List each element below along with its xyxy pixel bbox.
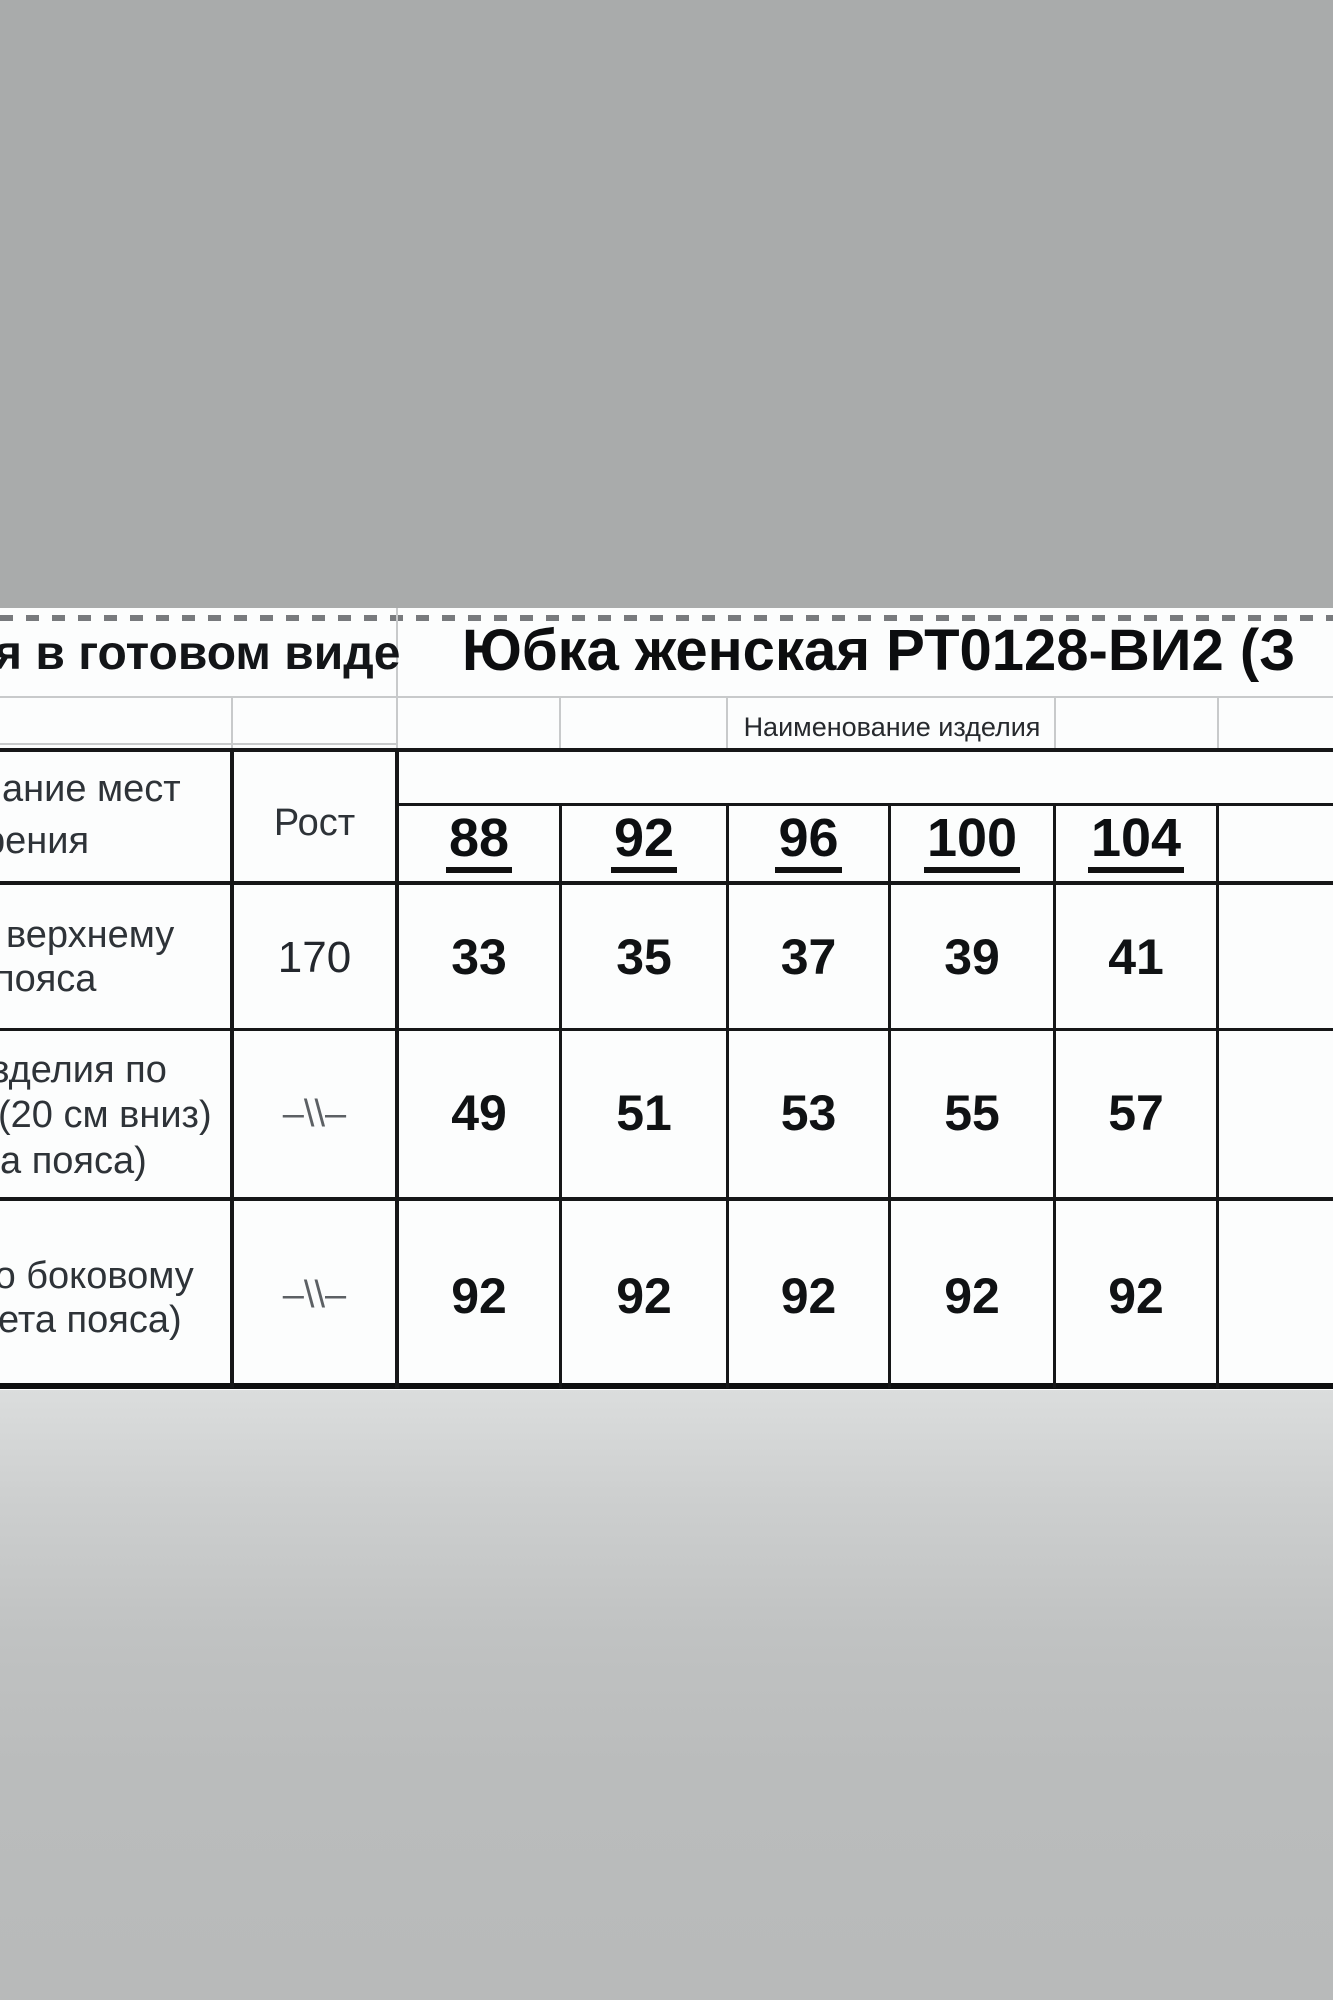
- row3-value-88: 92: [451, 1268, 507, 1324]
- row2-value-96: 53: [780, 1085, 837, 1141]
- row3-rost-ditto: –\\–: [282, 1274, 347, 1316]
- row2-value-104: 57: [1108, 1085, 1164, 1141]
- grid-line: [559, 803, 562, 1388]
- row2-label-line-2: (20 см вниз): [0, 1094, 212, 1136]
- row2-label-line-3: а пояса): [0, 1140, 147, 1182]
- grid-line: [230, 748, 234, 1388]
- row1-value-92: 35: [616, 929, 672, 985]
- row1-rost-value: 170: [277, 933, 352, 982]
- grid-line: [1216, 803, 1219, 1388]
- rost-header: Рост: [273, 802, 356, 844]
- grid-line: [1054, 697, 1056, 750]
- grid-line: [559, 697, 561, 750]
- row1-label-line-2: пояса: [0, 958, 97, 1000]
- grid-line: [0, 1028, 1333, 1031]
- size-table: [0, 608, 1333, 1390]
- measure-header-line-2: рения: [0, 820, 90, 862]
- row2-value-88: 49: [451, 1085, 507, 1141]
- grid-line: [0, 1197, 1333, 1201]
- row3-value-92: 92: [616, 1268, 672, 1324]
- row3-label-line-1: по боковому: [0, 1255, 194, 1297]
- row1-value-100: 39: [944, 929, 1000, 985]
- grid-line: [397, 803, 1333, 806]
- measure-header-line-1: ание мест: [2, 768, 181, 810]
- row2-rost-ditto: –\\–: [282, 1093, 347, 1135]
- page-background-top: [0, 0, 1333, 608]
- grid-line: [395, 748, 399, 1388]
- grid-line: [0, 743, 397, 745]
- grid-line: [1053, 803, 1056, 1388]
- table-title: Юбка женская РТ0128-ВИ2 (З: [462, 618, 1296, 683]
- row3-label-line-2: ета пояса): [0, 1299, 182, 1341]
- row1-value-104: 41: [1108, 929, 1164, 985]
- clipped-row-remnant: [0, 615, 1333, 621]
- size-col-88: 88: [399, 811, 559, 873]
- size-col-104: 104: [1056, 811, 1216, 873]
- row1-value-88: 33: [451, 929, 507, 985]
- grid-line: [0, 748, 1333, 752]
- table-bottom-border: [0, 1383, 1333, 1389]
- row3-value-96: 92: [780, 1268, 837, 1324]
- row2-value-92: 51: [616, 1085, 672, 1141]
- row1-label-line-1: верхнему: [6, 914, 175, 956]
- row3-value-100: 92: [944, 1268, 1000, 1324]
- grid-line: [726, 697, 728, 750]
- grid-line: [231, 697, 233, 750]
- grid-line: [0, 881, 1333, 885]
- product-name-label: Наименование изделия: [743, 712, 1041, 742]
- row3-value-104: 92: [1108, 1268, 1164, 1324]
- grid-line: [888, 803, 891, 1388]
- left-header-cell: я в готовом виде: [0, 627, 401, 680]
- size-col-96: 96: [729, 811, 888, 873]
- size-col-100: 100: [891, 811, 1053, 873]
- grid-line: [396, 608, 398, 750]
- size-col-92: 92: [562, 811, 726, 873]
- grid-line: [726, 803, 729, 1388]
- row2-label-line-1: зделия по: [0, 1049, 167, 1091]
- page-background-bottom: [0, 1390, 1333, 2000]
- row2-value-100: 55: [944, 1085, 1000, 1141]
- row1-value-96: 37: [780, 929, 837, 985]
- grid-line: [0, 696, 1333, 698]
- grid-line: [1217, 697, 1219, 750]
